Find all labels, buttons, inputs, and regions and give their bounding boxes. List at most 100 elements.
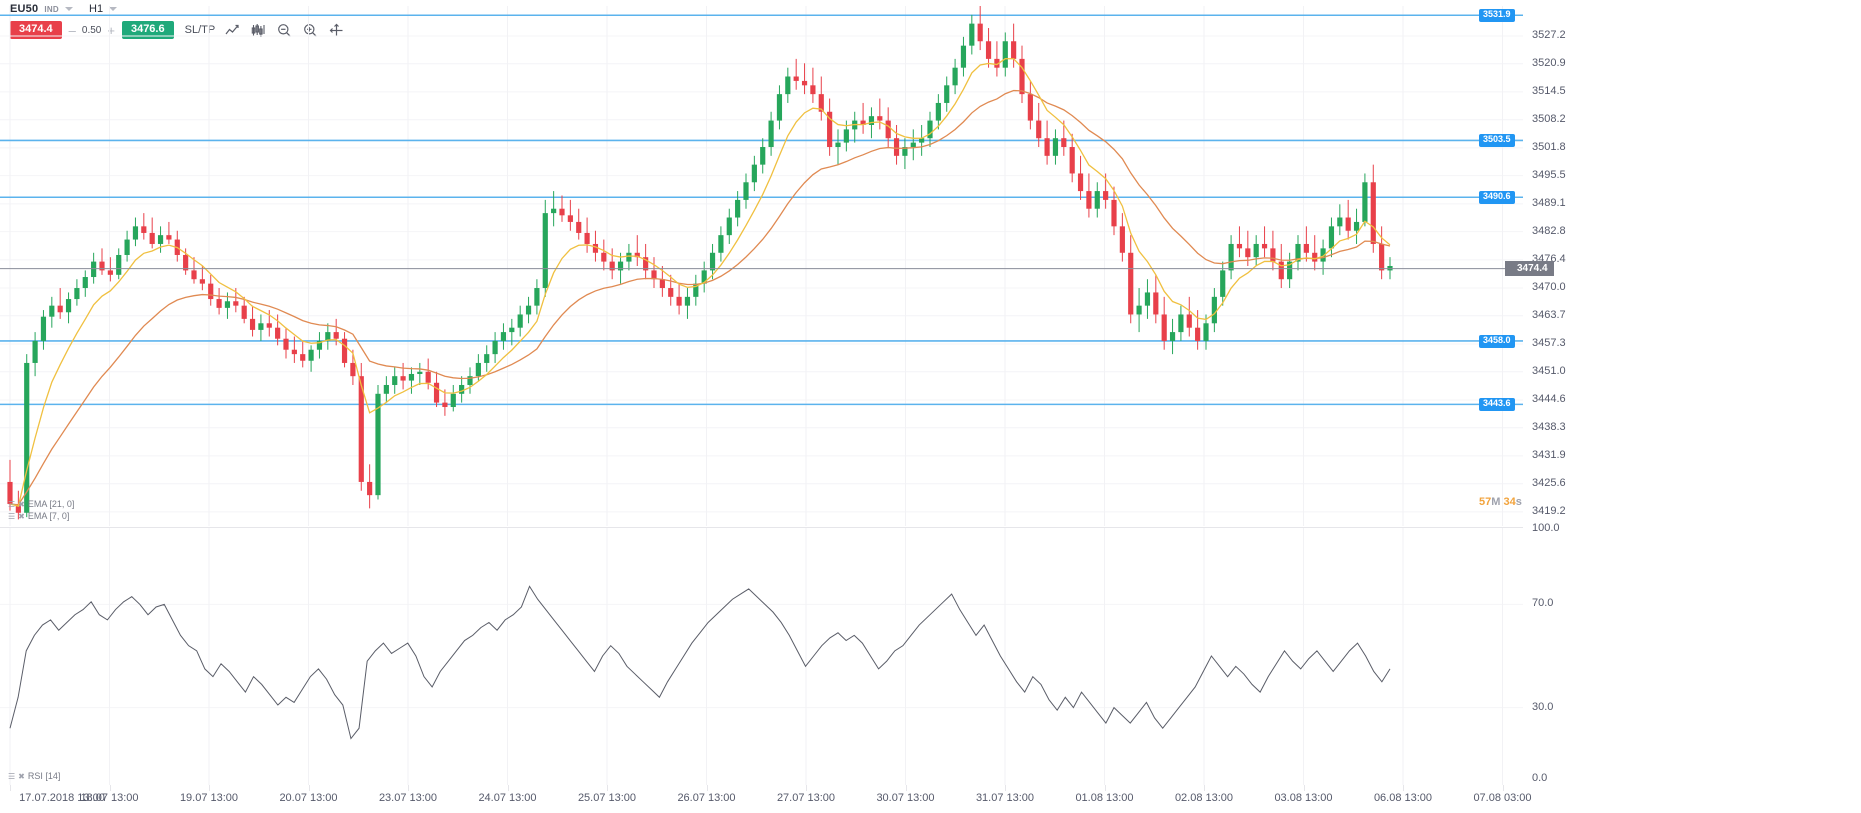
time-tick: 27.07 13:00 <box>776 792 836 804</box>
sell-button[interactable]: 3474.4 <box>10 21 62 39</box>
zoom-out-icon[interactable] <box>276 22 293 39</box>
price-tick: 3482.8 <box>1532 224 1566 237</box>
time-axis[interactable]: 17.07.2018 13:00 18.07 13:00 19.07 13:00 20… <box>0 785 1861 813</box>
price-alert-badge[interactable]: 3531.9 <box>1479 9 1515 23</box>
time-tick: 26.07 13:00 <box>677 792 736 804</box>
countdown-seconds-unit: s <box>1515 496 1522 508</box>
price-tick: 3444.6 <box>1532 392 1566 405</box>
legend-ema7-label: EMA [7, 0] <box>27 511 70 521</box>
time-tick: 06.08 13:00 <box>1373 792 1433 804</box>
time-tick: 17.07.2018 13:00 <box>19 792 105 804</box>
price-tick: 3457.3 <box>1532 337 1566 349</box>
time-tick-mark <box>1104 785 1106 791</box>
price-tick: 3451.0 <box>1532 364 1566 377</box>
hamburger-icon-ema7[interactable]: ☰ <box>8 511 16 521</box>
price-tick: 3520.9 <box>1532 56 1566 69</box>
close-icon[interactable]: ✖ <box>18 499 25 509</box>
time-tick: 24.07 13:00 <box>478 792 537 804</box>
time-tick: 30.07 13:00 <box>876 792 935 804</box>
time-tick-mark <box>209 785 210 791</box>
price-alert-badge[interactable]: 3443.6 <box>1479 398 1515 412</box>
time-tick: 31.07 13:00 <box>975 792 1035 804</box>
candlestick-icon[interactable] <box>250 22 267 39</box>
rsi-indicator-plot[interactable] <box>0 527 1523 785</box>
symbol-kind: IND <box>44 4 60 14</box>
time-tick: 20.07 13:00 <box>279 792 338 804</box>
chevron-down-icon[interactable] <box>65 7 74 11</box>
time-tick-mark <box>109 785 111 791</box>
symbol-name[interactable]: EU50 <box>10 3 39 15</box>
countdown-minutes-unit: M <box>1491 496 1501 508</box>
close-icon-ema7[interactable]: ✖ <box>18 511 25 521</box>
time-tick-mark <box>607 785 608 791</box>
crosshair-icon[interactable] <box>328 22 345 39</box>
price-tick: 3419.2 <box>1532 504 1566 517</box>
hamburger-icon-rsi[interactable]: ☰ <box>8 771 16 781</box>
time-tick-mark <box>10 785 11 791</box>
rsi-tick: 70.0 <box>1532 597 1554 610</box>
buy-button[interactable]: 3476.6 <box>121 21 174 39</box>
time-tick-mark <box>1204 785 1205 791</box>
rsi-tick: 100.0 <box>1532 522 1560 534</box>
time-tick-mark <box>1502 785 1504 791</box>
time-tick-mark <box>706 785 708 791</box>
trade-toolbar: 3474.4 – 0.50 + 3476.6 SL/TP <box>0 18 1861 42</box>
timeframe-selector[interactable]: H1 <box>89 3 104 15</box>
lot-size-value[interactable]: 0.50 <box>81 24 102 36</box>
lot-increase-button[interactable]: + <box>107 22 115 38</box>
time-tick: 07.08 03:00 <box>1473 792 1532 804</box>
chevron-down-icon-timeframe[interactable] <box>109 7 118 11</box>
candlestick-canvas <box>0 6 1523 526</box>
time-tick: 02.08 13:00 <box>1174 792 1234 804</box>
time-tick-mark <box>806 785 807 791</box>
price-tick: 3501.8 <box>1532 140 1566 153</box>
hamburger-icon[interactable]: ☰ <box>8 499 16 509</box>
rsi-tick: 0.0 <box>1532 772 1548 784</box>
price-tick: 3489.1 <box>1532 196 1566 209</box>
price-tick: 3514.5 <box>1532 84 1566 97</box>
time-tick: 03.08 13:00 <box>1274 792 1333 804</box>
price-alert-badge[interactable]: 3503.5 <box>1479 134 1515 148</box>
lot-decrease-button[interactable]: – <box>68 22 76 38</box>
rsi-separator <box>0 527 1523 528</box>
price-alert-badge[interactable]: 3458.0 <box>1479 334 1515 348</box>
price-tick: 3438.3 <box>1532 420 1566 433</box>
close-icon-rsi[interactable]: ✖ <box>18 771 25 781</box>
time-tick-mark <box>905 785 907 791</box>
legend-ema21[interactable]: ☰ ✖ EMA [21, 0] <box>8 499 74 509</box>
price-tick: 3470.0 <box>1532 281 1566 294</box>
legend-ema7[interactable]: ☰ ✖ EMA [7, 0] <box>8 511 69 521</box>
time-tick-mark <box>1303 785 1305 791</box>
price-tick: 3495.5 <box>1532 168 1566 181</box>
time-tick-mark <box>408 785 409 791</box>
time-tick: 18.07 13:00 <box>80 792 139 804</box>
bar-countdown: 57M 34s <box>1479 496 1522 508</box>
time-tick-mark <box>1005 785 1006 791</box>
countdown-minutes: 57 <box>1479 496 1492 508</box>
symbol-bar: EU50 IND H1 <box>0 0 1861 18</box>
countdown-seconds: 34 <box>1503 496 1516 508</box>
price-tick: 3431.9 <box>1532 448 1566 461</box>
sltp-button[interactable]: SL/TP <box>184 24 216 36</box>
line-chart-icon[interactable] <box>224 22 241 39</box>
price-axis[interactable]: 3527.2 3520.9 3514.5 3508.2 3501.8 3495.5 3489… <box>1479 0 1861 785</box>
price-alert-badge[interactable]: 3490.6 <box>1479 191 1515 205</box>
price-tick: 3508.2 <box>1532 112 1566 125</box>
price-tick: 3527.2 <box>1532 28 1566 41</box>
time-tick: 01.08 13:00 <box>1075 792 1134 804</box>
time-tick: 25.07 13:00 <box>577 792 637 804</box>
time-tick-mark <box>1403 785 1404 791</box>
price-chart-plot[interactable] <box>0 6 1523 526</box>
legend-ema21-label: EMA [21, 0] <box>27 499 75 509</box>
price-tick: 3463.7 <box>1532 308 1566 321</box>
lot-stepper: – 0.50 + <box>69 24 115 37</box>
time-tick-mark <box>507 785 509 791</box>
time-tick-mark <box>308 785 310 791</box>
rsi-canvas <box>0 527 1523 785</box>
legend-rsi[interactable]: ☰ ✖ RSI [14] <box>8 771 60 781</box>
time-tick: 23.07 13:00 <box>378 792 438 804</box>
price-tick: 3425.6 <box>1532 476 1566 489</box>
rsi-tick: 30.0 <box>1532 700 1554 713</box>
legend-rsi-label: RSI [14] <box>27 771 61 781</box>
last-price-badge[interactable]: 3474.4 <box>1505 260 1554 276</box>
